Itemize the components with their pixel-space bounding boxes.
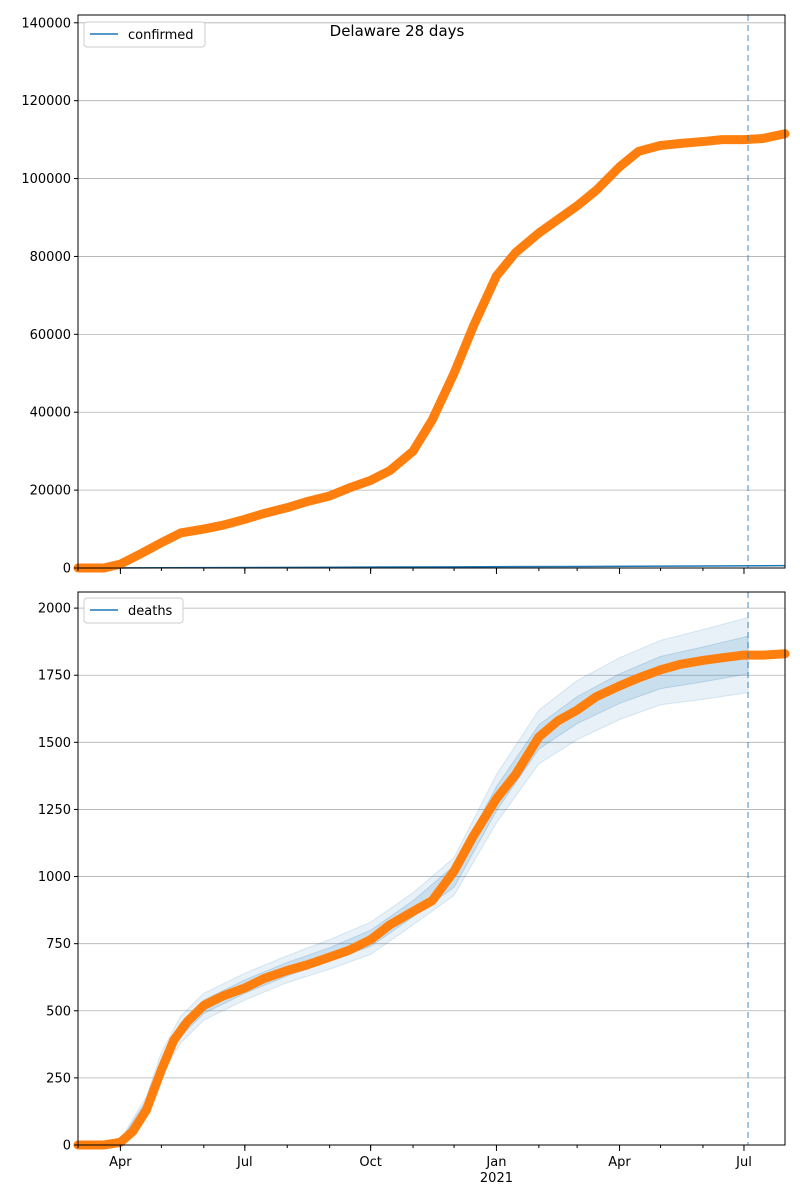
y-tick-label: 1250 bbox=[38, 803, 71, 818]
y-tick-label: 750 bbox=[46, 937, 71, 952]
confirmed-gridlines bbox=[78, 22, 785, 569]
y-tick-label: 0 bbox=[63, 1139, 71, 1154]
x-tick-label: Apr bbox=[109, 1155, 132, 1170]
confirmed-y-axis: 0 20000 40000 60000 80000 100000 120000 140000 bbox=[21, 16, 78, 577]
confirmed-legend-box bbox=[83, 21, 206, 48]
deaths-observed-series bbox=[73, 649, 790, 1150]
y-tick-label: 500 bbox=[46, 1004, 71, 1019]
deaths-axes-frame bbox=[77, 591, 786, 1146]
confirmed-observed-series bbox=[73, 129, 790, 573]
deaths-legend-label: deaths bbox=[128, 604, 173, 619]
observed-line bbox=[73, 649, 790, 1150]
y-tick-label: 40000 bbox=[30, 406, 71, 421]
deaths-uncertainty-bands bbox=[119, 616, 749, 1147]
x-tick-label: Apr bbox=[608, 1155, 631, 1170]
y-tick-label: 100000 bbox=[21, 172, 71, 187]
confirmed-panel: 020000400006000080000100000120000140000 … bbox=[21, 14, 790, 577]
outer-band bbox=[119, 616, 749, 1147]
y-tick-label: 1500 bbox=[38, 736, 71, 751]
confirmed-x-axis bbox=[77, 568, 745, 574]
y-tick-label: 20000 bbox=[30, 484, 71, 499]
inner-band bbox=[119, 635, 749, 1146]
y-tick-label: 120000 bbox=[21, 94, 71, 109]
y-tick-label: 1000 bbox=[38, 870, 71, 885]
deaths-y-axis: 0 250 500 750 1000 1250 1500 1750 2000 bbox=[38, 602, 78, 1154]
y-tick-label: 2000 bbox=[38, 602, 71, 617]
y-tick-label: 250 bbox=[46, 1071, 71, 1086]
deaths-panel: 0 250 500 750 1000 1250 1500 1750 2000 Apr Jul Oct… bbox=[38, 591, 790, 1186]
deaths-legend: deaths bbox=[83, 597, 184, 624]
y-tick-label: 60000 bbox=[30, 328, 71, 343]
confirmed-axes-frame bbox=[77, 14, 786, 569]
x-tick-label: Jul bbox=[236, 1155, 253, 1170]
observed-line bbox=[73, 129, 790, 573]
y-tick-label: 140000 bbox=[21, 16, 71, 31]
x-tick-label: Jan bbox=[485, 1155, 506, 1170]
chart-title: Delaware 28 days bbox=[330, 22, 465, 40]
y-tick-label: 80000 bbox=[30, 250, 71, 265]
y-tick-label: 1750 bbox=[38, 669, 71, 684]
x-year-label: 2021 bbox=[480, 1171, 513, 1186]
deaths-x-axis: Apr Jul Oct Jan Apr Jul 2021 bbox=[77, 1145, 752, 1186]
confirmed-legend: confirmed bbox=[83, 21, 206, 48]
x-tick-label: Jul bbox=[735, 1155, 752, 1170]
deaths-legend-box bbox=[83, 597, 184, 624]
x-tick-label: Oct bbox=[359, 1155, 381, 1170]
confirmed-legend-label: confirmed bbox=[128, 28, 194, 43]
y-tick-label: 0 bbox=[63, 562, 71, 577]
